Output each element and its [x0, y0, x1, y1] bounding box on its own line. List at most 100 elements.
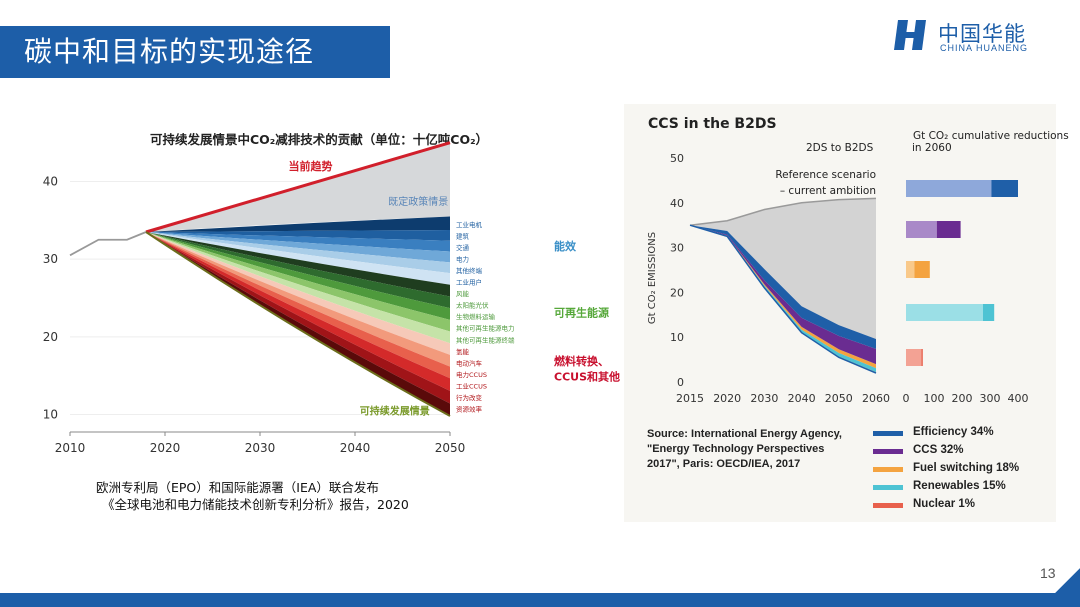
title-bar: 碳中和目标的实现途径	[0, 26, 390, 78]
legend-label: CCS 32%	[913, 444, 964, 456]
y-tick-label: 30	[43, 252, 58, 266]
wedge-label: 太阳能光伏	[456, 301, 489, 310]
chart-title: 可持续发展情景中CO₂减排技术的贡献（单位：十亿吨CO₂）	[150, 132, 488, 147]
legend-swatch	[873, 431, 903, 436]
reduction-wedge	[146, 232, 450, 285]
y-axis-label: Gt CO₂ EMISSIONS	[647, 232, 658, 324]
history-line	[69, 231, 147, 257]
group-label-ccus: CCUS和其他	[554, 369, 620, 383]
bar-x-tick-label: 400	[1008, 392, 1029, 405]
reduction-wedge	[146, 229, 450, 241]
reference-area	[690, 198, 876, 339]
x-tick-label: 2040	[340, 441, 371, 455]
ccs-source-line: Source: International Energy Agency,	[647, 428, 842, 440]
bar-2ds-renewables	[906, 304, 983, 321]
x-tick-label: 2050	[435, 441, 466, 455]
page-number: 13	[1040, 565, 1056, 581]
legend-label: Efficiency 34%	[913, 426, 994, 438]
wedge-label: 资源效率	[456, 404, 483, 413]
wedge-label: 其他可再生能源电力	[456, 324, 515, 333]
bar-b2ds-renewables	[983, 304, 995, 321]
y-tick-label: 20	[670, 286, 684, 299]
reduction-wedge	[146, 232, 450, 417]
ccs-source-line: 2017", Paris: OECD/IEA, 2017	[647, 458, 801, 470]
wedge-label: 氢能	[456, 347, 470, 356]
reduction-wedge	[146, 232, 450, 297]
wedge-label: 其他可再生能源终端	[456, 335, 515, 344]
scenario-label: 既定政策情景	[388, 195, 448, 208]
company-logo: 中国华能 CHINA HUANENG	[892, 16, 1062, 56]
x-tick-label: 2010	[55, 441, 86, 455]
reduction-wedge	[146, 232, 450, 332]
reduction-wedge	[146, 232, 450, 367]
b2ds-line	[689, 224, 877, 374]
y-tick-label: 20	[43, 330, 58, 344]
bar-x-tick-label: 200	[952, 392, 973, 405]
x-tick-label: 2015	[676, 392, 704, 405]
bar-chart-title: Gt CO₂ cumulative reductions	[913, 130, 1069, 142]
wedge-label: 风能	[456, 289, 470, 298]
legend-label: Nuclear 1%	[913, 498, 976, 510]
bar-chart-title: in 2060	[912, 142, 952, 154]
group-label-renewables: 可再生能源	[554, 306, 609, 320]
reference-line	[689, 197, 877, 226]
bar-b2ds-fuel-switching	[914, 261, 930, 278]
reduction-wedge	[146, 232, 450, 320]
x-tick-label: 2050	[825, 392, 853, 405]
y-tick-label: 0	[677, 376, 684, 389]
reduction-wedge	[146, 232, 450, 263]
chart-sublabel: 2DS to B2DS	[806, 142, 874, 154]
y-tick-label: 50	[670, 152, 684, 165]
bar-2ds-ccs	[906, 221, 937, 238]
legend-label: Renewables 15%	[913, 480, 1006, 492]
ccs-chart-title: CCS in the B2DS	[648, 116, 777, 132]
logo-name-en: CHINA HUANENG	[940, 43, 1029, 53]
reduction-wedge	[146, 232, 450, 379]
slide-title: 碳中和目标的实现途径	[24, 35, 315, 68]
reduction-wedge	[146, 232, 450, 274]
left-emissions-chart: 可持续发展情景中CO₂减排技术的贡献（单位：十亿吨CO₂） 10 20 30 40 201…	[43, 132, 620, 455]
wedge-label: 电动汽车	[456, 358, 483, 367]
wedge-label: 工业CCUS	[456, 381, 487, 390]
reduction-wedge	[146, 232, 450, 252]
ccs-source-line: "Energy Technology Perspectives	[647, 443, 825, 455]
y-tick-label: 10	[43, 407, 58, 421]
logo-name-cn: 中国华能	[938, 22, 1026, 46]
reduction-wedge	[146, 232, 450, 355]
x-tick-label: 2060	[862, 392, 890, 405]
legend-swatch	[873, 467, 903, 472]
legend-swatch	[873, 503, 903, 508]
current-trend-line	[145, 141, 451, 234]
wedge-label: 建筑	[456, 232, 470, 241]
reduction-wedge	[146, 216, 450, 232]
scenario-label: 当前趋势	[289, 159, 333, 173]
bottom-bar	[0, 593, 1080, 607]
scenario-label: 可持续发展情景	[360, 404, 430, 417]
reduction-wedge	[146, 232, 450, 309]
bar-2ds-nuclear	[906, 349, 922, 366]
y-tick-label: 30	[670, 242, 684, 255]
bar-2ds-efficiency	[906, 180, 992, 197]
x-tick-label: 2040	[788, 392, 816, 405]
reduction-wedge	[146, 232, 450, 344]
legend-swatch	[873, 485, 903, 490]
y-tick-label: 40	[43, 175, 58, 189]
wedge-label: 生物燃料运输	[456, 312, 496, 321]
x-tick-label: 2030	[750, 392, 778, 405]
wedge-label: 工业电机	[456, 220, 483, 229]
wedge-label: 工业用户	[456, 278, 482, 287]
y-tick-label: 40	[670, 197, 684, 210]
bar-b2ds-ccs	[936, 221, 961, 238]
wedge-label: 其他终端	[456, 266, 483, 275]
huaneng-logo-icon	[894, 20, 926, 50]
corner-decoration	[1048, 564, 1080, 596]
group-label-efficiency: 能效	[554, 239, 577, 253]
x-tick-label: 2020	[150, 441, 181, 455]
bar-x-tick-label: 0	[903, 392, 910, 405]
bar-x-tick-label: 300	[980, 392, 1001, 405]
legend-label: Fuel switching 18%	[913, 462, 1020, 474]
left-chart-source-line-2: 《全球电池和电力储能技术创新专利分析》报告，2020	[102, 497, 409, 512]
legend-swatch	[873, 449, 903, 454]
sustainable-scenario-line	[145, 231, 451, 417]
reference-annotation: – current ambition	[780, 185, 876, 197]
